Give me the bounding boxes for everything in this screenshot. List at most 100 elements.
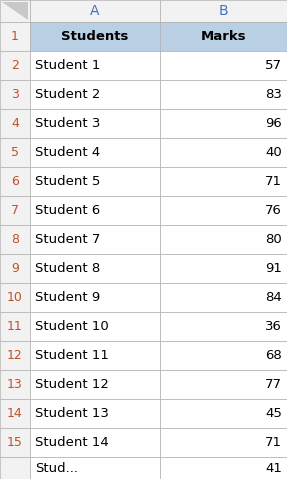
- Text: Student 7: Student 7: [35, 233, 100, 246]
- Text: Student 3: Student 3: [35, 117, 100, 130]
- Text: 77: 77: [265, 378, 282, 391]
- Bar: [30, 370, 160, 399]
- Text: 45: 45: [265, 407, 282, 420]
- Text: Student 10: Student 10: [35, 320, 109, 333]
- Text: Student 8: Student 8: [35, 262, 100, 275]
- Bar: [160, 0, 287, 22]
- Bar: [0, 167, 30, 196]
- Text: 76: 76: [265, 204, 282, 217]
- Polygon shape: [2, 2, 28, 20]
- Bar: [160, 167, 287, 196]
- Bar: [30, 254, 160, 283]
- Bar: [0, 283, 30, 312]
- Text: 5: 5: [11, 146, 19, 159]
- Bar: [30, 399, 160, 428]
- Bar: [30, 167, 160, 196]
- Bar: [30, 341, 160, 370]
- Bar: [0, 370, 30, 399]
- Text: 84: 84: [265, 291, 282, 304]
- Text: 83: 83: [265, 88, 282, 101]
- Bar: [160, 51, 287, 80]
- Bar: [0, 225, 30, 254]
- Text: 36: 36: [265, 320, 282, 333]
- Text: 80: 80: [265, 233, 282, 246]
- Text: 71: 71: [265, 175, 282, 188]
- Bar: [30, 457, 160, 479]
- Text: 13: 13: [7, 378, 23, 391]
- Text: 57: 57: [265, 59, 282, 72]
- Text: Marks: Marks: [201, 30, 246, 43]
- Text: 71: 71: [265, 436, 282, 449]
- Text: Student 5: Student 5: [35, 175, 100, 188]
- Bar: [0, 399, 30, 428]
- Text: Student 9: Student 9: [35, 291, 100, 304]
- Text: Stud...: Stud...: [35, 461, 78, 475]
- Bar: [0, 312, 30, 341]
- Bar: [30, 196, 160, 225]
- Bar: [30, 22, 160, 51]
- Bar: [0, 109, 30, 138]
- Bar: [30, 109, 160, 138]
- Text: Student 11: Student 11: [35, 349, 109, 362]
- Bar: [0, 0, 30, 22]
- Bar: [160, 312, 287, 341]
- Bar: [0, 80, 30, 109]
- Bar: [30, 225, 160, 254]
- Bar: [0, 22, 30, 51]
- Bar: [0, 428, 30, 457]
- Bar: [30, 428, 160, 457]
- Text: 9: 9: [11, 262, 19, 275]
- Bar: [160, 457, 287, 479]
- Text: Student 14: Student 14: [35, 436, 109, 449]
- Text: Student 13: Student 13: [35, 407, 109, 420]
- Bar: [160, 399, 287, 428]
- Text: 3: 3: [11, 88, 19, 101]
- Text: 10: 10: [7, 291, 23, 304]
- Bar: [160, 254, 287, 283]
- Text: 4: 4: [11, 117, 19, 130]
- Bar: [0, 51, 30, 80]
- Text: 8: 8: [11, 233, 19, 246]
- Text: 11: 11: [7, 320, 23, 333]
- Bar: [160, 138, 287, 167]
- Text: Student 12: Student 12: [35, 378, 109, 391]
- Text: 40: 40: [265, 146, 282, 159]
- Bar: [30, 312, 160, 341]
- Bar: [0, 457, 30, 479]
- Text: 91: 91: [265, 262, 282, 275]
- Bar: [0, 138, 30, 167]
- Bar: [160, 225, 287, 254]
- Text: Students: Students: [61, 30, 129, 43]
- Text: Student 4: Student 4: [35, 146, 100, 159]
- Bar: [160, 109, 287, 138]
- Bar: [160, 341, 287, 370]
- Text: 68: 68: [265, 349, 282, 362]
- Text: A: A: [90, 4, 100, 18]
- Bar: [160, 80, 287, 109]
- Text: 41: 41: [265, 461, 282, 475]
- Text: 1: 1: [11, 30, 19, 43]
- Text: 7: 7: [11, 204, 19, 217]
- Bar: [30, 283, 160, 312]
- Bar: [160, 428, 287, 457]
- Text: Student 6: Student 6: [35, 204, 100, 217]
- Bar: [30, 51, 160, 80]
- Bar: [30, 138, 160, 167]
- Bar: [160, 22, 287, 51]
- Bar: [160, 283, 287, 312]
- Bar: [0, 196, 30, 225]
- Text: Student 1: Student 1: [35, 59, 100, 72]
- Text: 15: 15: [7, 436, 23, 449]
- Bar: [160, 370, 287, 399]
- Text: 96: 96: [265, 117, 282, 130]
- Text: 14: 14: [7, 407, 23, 420]
- Text: Student 2: Student 2: [35, 88, 100, 101]
- Bar: [30, 0, 160, 22]
- Bar: [0, 254, 30, 283]
- Text: 12: 12: [7, 349, 23, 362]
- Bar: [30, 80, 160, 109]
- Text: 2: 2: [11, 59, 19, 72]
- Text: B: B: [219, 4, 228, 18]
- Bar: [0, 341, 30, 370]
- Text: 6: 6: [11, 175, 19, 188]
